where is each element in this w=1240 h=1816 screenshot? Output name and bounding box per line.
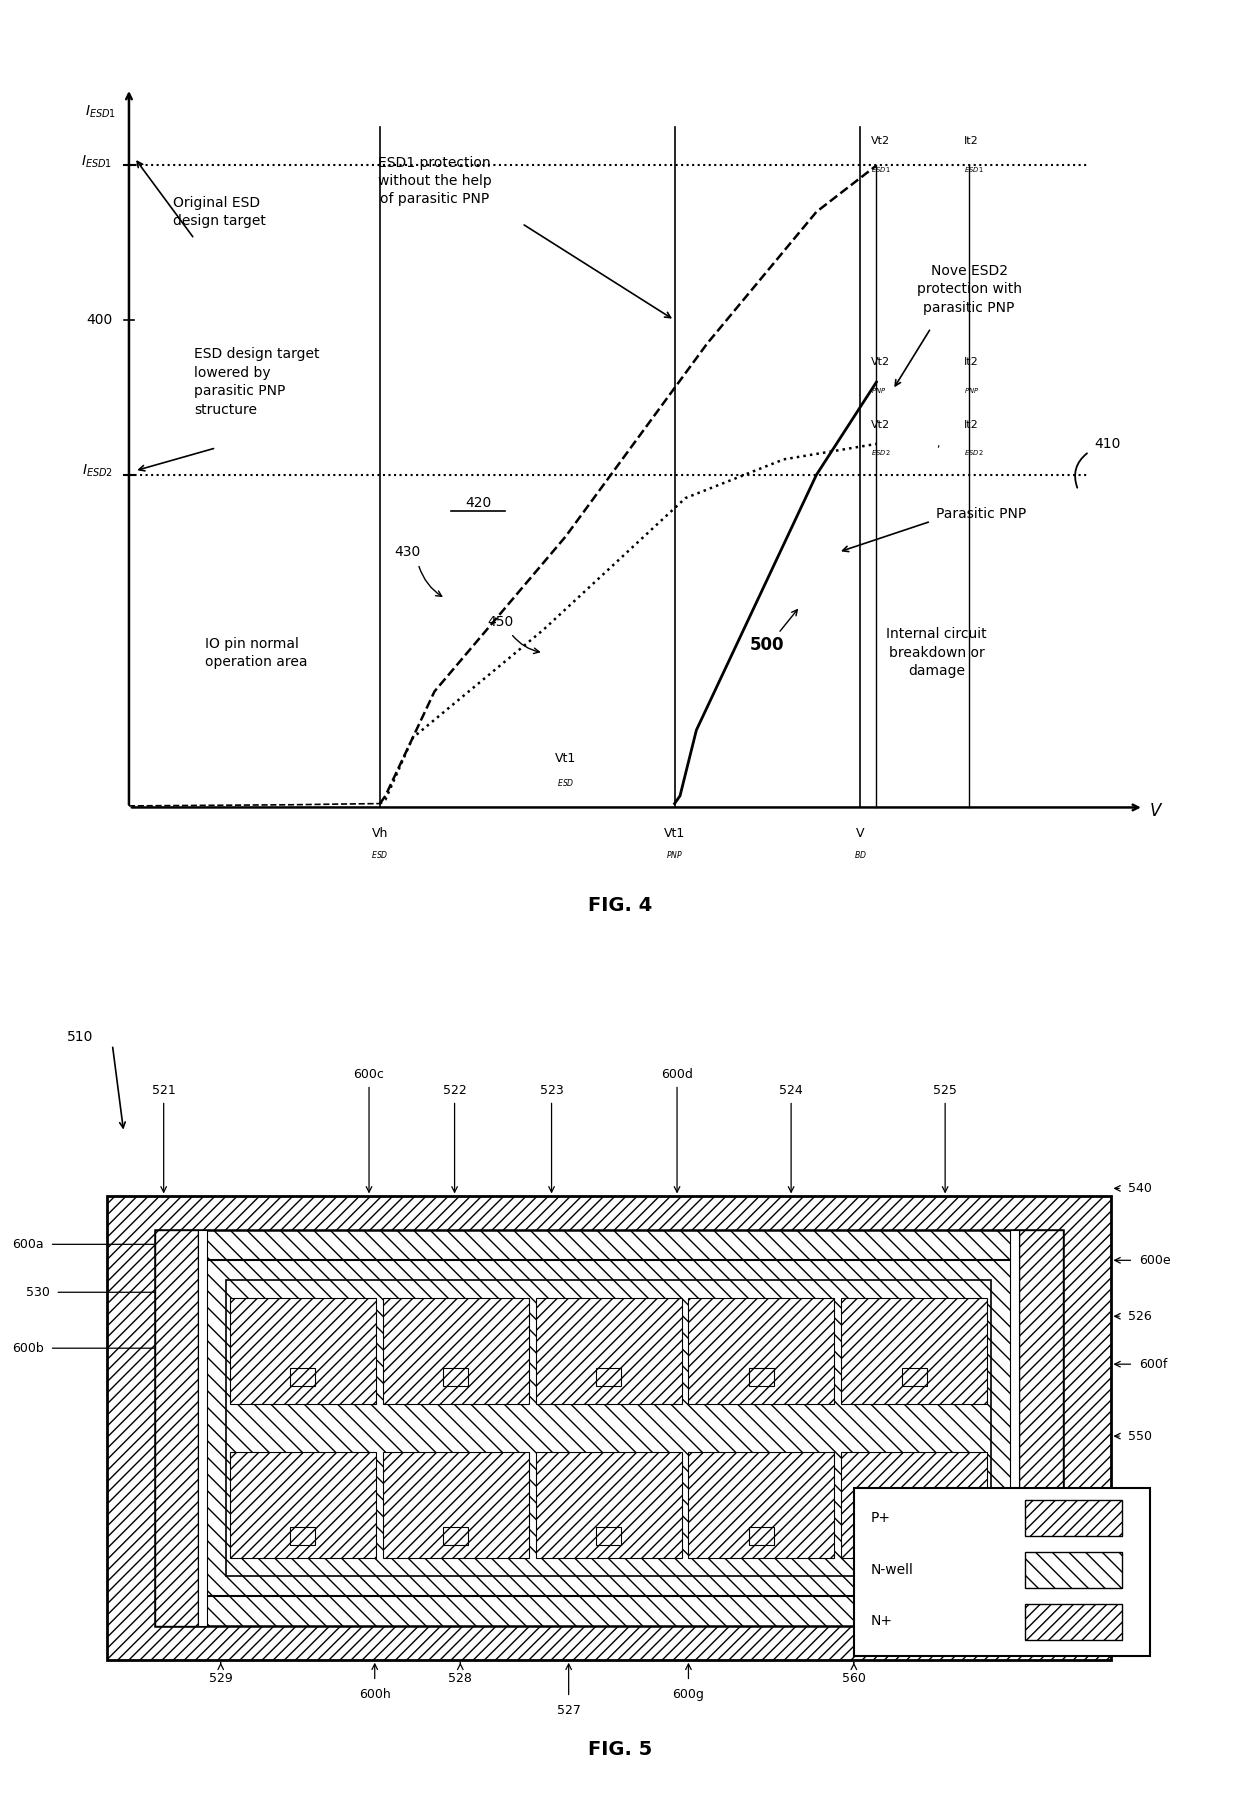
Text: V: V bbox=[856, 826, 864, 839]
Text: 400: 400 bbox=[87, 312, 113, 327]
Bar bbox=[155, 1229, 198, 1627]
Text: 521: 521 bbox=[151, 1084, 176, 1097]
Text: 600e: 600e bbox=[1140, 1253, 1171, 1268]
Text: 420: 420 bbox=[465, 496, 491, 510]
Text: FIG. 4: FIG. 4 bbox=[588, 897, 652, 915]
Text: Original ESD
design target: Original ESD design target bbox=[172, 196, 265, 229]
Bar bbox=[383, 1451, 528, 1558]
Text: $_{PNP}$: $_{PNP}$ bbox=[870, 387, 887, 396]
Text: 522: 522 bbox=[443, 1084, 466, 1097]
Text: $_{ESD}$: $_{ESD}$ bbox=[371, 850, 388, 863]
Text: It2: It2 bbox=[963, 419, 978, 430]
Text: 523: 523 bbox=[539, 1084, 563, 1097]
Text: $I_{ESD1}$: $I_{ESD1}$ bbox=[82, 153, 113, 169]
Text: 450: 450 bbox=[487, 616, 513, 628]
Bar bbox=[854, 1487, 1151, 1656]
Text: It2: It2 bbox=[963, 356, 978, 367]
Text: ,: , bbox=[936, 439, 940, 449]
Bar bbox=[1025, 1604, 1122, 1640]
Text: N-well: N-well bbox=[870, 1562, 914, 1576]
Bar bbox=[155, 1229, 1063, 1627]
Bar bbox=[536, 1451, 682, 1558]
Text: 525: 525 bbox=[934, 1084, 957, 1097]
Bar bbox=[901, 1527, 926, 1545]
Text: Internal circuit
breakdown or
damage: Internal circuit breakdown or damage bbox=[887, 627, 987, 677]
Text: Vt1: Vt1 bbox=[554, 752, 577, 765]
Text: 600b: 600b bbox=[12, 1342, 43, 1355]
Bar bbox=[290, 1367, 315, 1386]
Bar bbox=[901, 1367, 926, 1386]
Bar bbox=[596, 1527, 621, 1545]
Text: 526: 526 bbox=[1127, 1309, 1152, 1322]
Text: $_{ESD1}$: $_{ESD1}$ bbox=[963, 165, 983, 176]
Text: 600h: 600h bbox=[358, 1687, 391, 1702]
Text: Vt2: Vt2 bbox=[870, 419, 890, 430]
Text: 530: 530 bbox=[26, 1286, 50, 1298]
Text: $_{ESD1}$: $_{ESD1}$ bbox=[870, 165, 890, 176]
Text: 410: 410 bbox=[1095, 438, 1121, 450]
Text: ESD design target
lowered by
parasitic PNP
structure: ESD design target lowered by parasitic P… bbox=[195, 347, 320, 416]
Text: 600g: 600g bbox=[672, 1687, 704, 1702]
Text: 600f: 600f bbox=[1140, 1358, 1167, 1371]
Text: 560: 560 bbox=[842, 1673, 866, 1685]
Text: Nove ESD2
protection with
parasitic PNP: Nove ESD2 protection with parasitic PNP bbox=[916, 263, 1022, 314]
Text: Vt2: Vt2 bbox=[870, 356, 890, 367]
Bar bbox=[107, 1197, 1111, 1660]
Bar bbox=[227, 1280, 991, 1576]
Text: $I_{ESD1}$: $I_{ESD1}$ bbox=[86, 104, 117, 120]
Text: $_{BD}$: $_{BD}$ bbox=[853, 850, 867, 863]
Bar bbox=[1025, 1553, 1122, 1587]
Bar bbox=[290, 1527, 315, 1545]
Text: $I_{ESD2}$: $I_{ESD2}$ bbox=[82, 463, 113, 479]
Bar bbox=[841, 1298, 987, 1404]
Text: FIG. 5: FIG. 5 bbox=[588, 1740, 652, 1758]
Text: 550: 550 bbox=[1127, 1429, 1152, 1442]
Text: Vh: Vh bbox=[372, 826, 388, 839]
Text: 430: 430 bbox=[394, 545, 420, 559]
Text: $_{PNP}$: $_{PNP}$ bbox=[666, 850, 683, 863]
Bar bbox=[1019, 1229, 1063, 1627]
Bar bbox=[688, 1451, 835, 1558]
Bar bbox=[1025, 1500, 1122, 1536]
Text: 600d: 600d bbox=[661, 1068, 693, 1081]
Text: Vt1: Vt1 bbox=[663, 826, 686, 839]
Bar bbox=[536, 1298, 682, 1404]
Text: V: V bbox=[1149, 803, 1161, 821]
Bar bbox=[229, 1451, 376, 1558]
Bar bbox=[443, 1367, 469, 1386]
Bar bbox=[688, 1298, 835, 1404]
Text: $_{ESD}$: $_{ESD}$ bbox=[557, 777, 574, 790]
Bar bbox=[198, 1229, 207, 1627]
Text: It2: It2 bbox=[963, 136, 978, 145]
Text: $_{PNP}$: $_{PNP}$ bbox=[963, 387, 980, 396]
Bar bbox=[1011, 1229, 1019, 1627]
Text: $_{ESD2}$: $_{ESD2}$ bbox=[870, 449, 890, 458]
Text: 500: 500 bbox=[750, 636, 785, 654]
Text: 528: 528 bbox=[449, 1673, 472, 1685]
Bar bbox=[383, 1298, 528, 1404]
Bar bbox=[198, 1260, 1019, 1596]
Bar bbox=[443, 1527, 469, 1545]
Text: N+: N+ bbox=[870, 1614, 893, 1629]
Bar bbox=[749, 1367, 774, 1386]
Bar bbox=[229, 1298, 376, 1404]
Text: 529: 529 bbox=[208, 1673, 233, 1685]
Text: 524: 524 bbox=[779, 1084, 804, 1097]
Text: P+: P+ bbox=[870, 1511, 892, 1525]
Text: ESD1 protection
without the help
of parasitic PNP: ESD1 protection without the help of para… bbox=[378, 156, 491, 207]
Bar bbox=[841, 1451, 987, 1558]
Text: 527: 527 bbox=[557, 1703, 580, 1716]
Text: 540: 540 bbox=[1127, 1182, 1152, 1195]
Text: Vt2: Vt2 bbox=[870, 136, 890, 145]
Text: Parasitic PNP: Parasitic PNP bbox=[936, 507, 1027, 521]
Text: 600a: 600a bbox=[12, 1239, 43, 1251]
Text: $_{ESD2}$: $_{ESD2}$ bbox=[963, 449, 983, 458]
Text: 510: 510 bbox=[67, 1030, 93, 1044]
Bar bbox=[596, 1367, 621, 1386]
Text: 600c: 600c bbox=[353, 1068, 384, 1081]
Text: IO pin normal
operation area: IO pin normal operation area bbox=[206, 637, 308, 668]
Bar bbox=[749, 1527, 774, 1545]
